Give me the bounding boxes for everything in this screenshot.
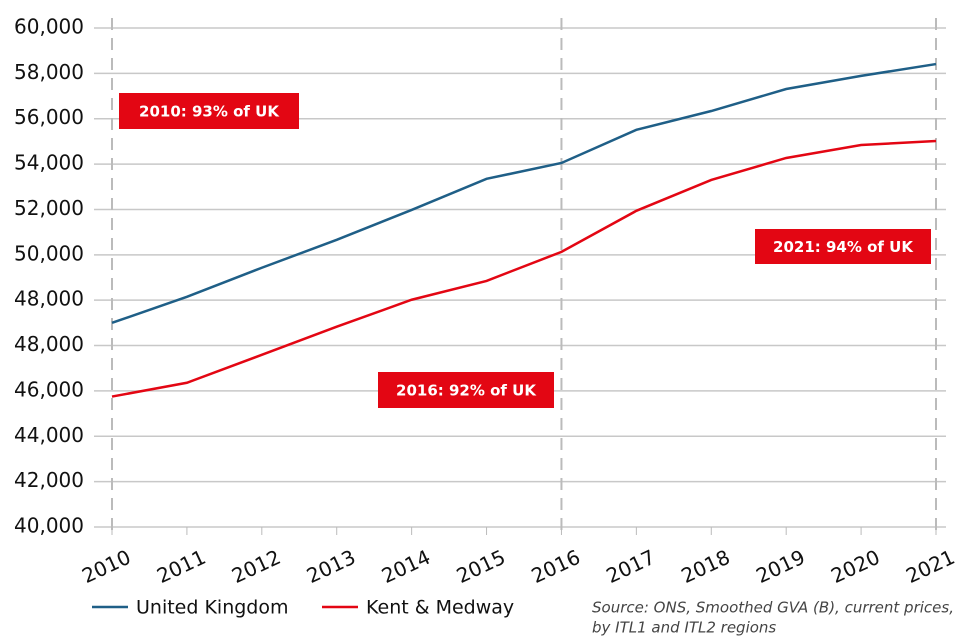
source-note: Source: ONS, Smoothed GVA (B), current p…: [592, 599, 954, 617]
y-tick-label: 44,000: [14, 423, 84, 447]
x-tick-label: 2014: [378, 545, 434, 588]
annotation-box: [755, 229, 931, 264]
y-tick-label: 60,000: [14, 15, 84, 39]
y-tick-label: 50,000: [14, 241, 84, 265]
y-tick-label: 48,000: [14, 332, 84, 356]
legend-label: United Kingdom: [136, 597, 289, 619]
x-tick-label: 2016: [528, 545, 584, 588]
x-tick-label: 2020: [827, 545, 883, 588]
y-tick-label: 56,000: [14, 105, 84, 129]
source-note: by ITL1 and ITL2 regions: [592, 619, 776, 637]
legend-label: Kent & Medway: [366, 597, 514, 619]
series-line: [111, 62, 937, 325]
x-tick-label: 2011: [153, 545, 209, 588]
annotation: 2010: 93% of UK: [139, 103, 280, 121]
x-tick-label: 2012: [228, 545, 284, 588]
x-tick-label: 2010: [78, 545, 134, 588]
annotation-box: [378, 372, 554, 408]
annotation-box: [119, 93, 299, 129]
y-tick-label: 52,000: [14, 196, 84, 220]
x-tick-label: 2013: [303, 545, 359, 588]
x-tick-label: 2021: [902, 545, 958, 588]
x-tick-label: 2019: [752, 545, 808, 588]
y-tick-label: 46,000: [14, 377, 84, 401]
annotation: 2016: 92% of UK: [396, 382, 537, 400]
x-tick-label: 2017: [603, 545, 659, 588]
x-tick-label: 2018: [677, 545, 733, 588]
series-line: [111, 139, 937, 398]
x-tick-label: 2015: [453, 545, 509, 588]
y-tick-label: 58,000: [14, 60, 84, 84]
y-tick-label: 48,000: [14, 287, 84, 311]
y-tick-label: 40,000: [14, 514, 84, 538]
annotation: 2021: 94% of UK: [773, 238, 914, 256]
y-tick-label: 54,000: [14, 151, 84, 175]
y-tick-label: 42,000: [14, 468, 84, 492]
